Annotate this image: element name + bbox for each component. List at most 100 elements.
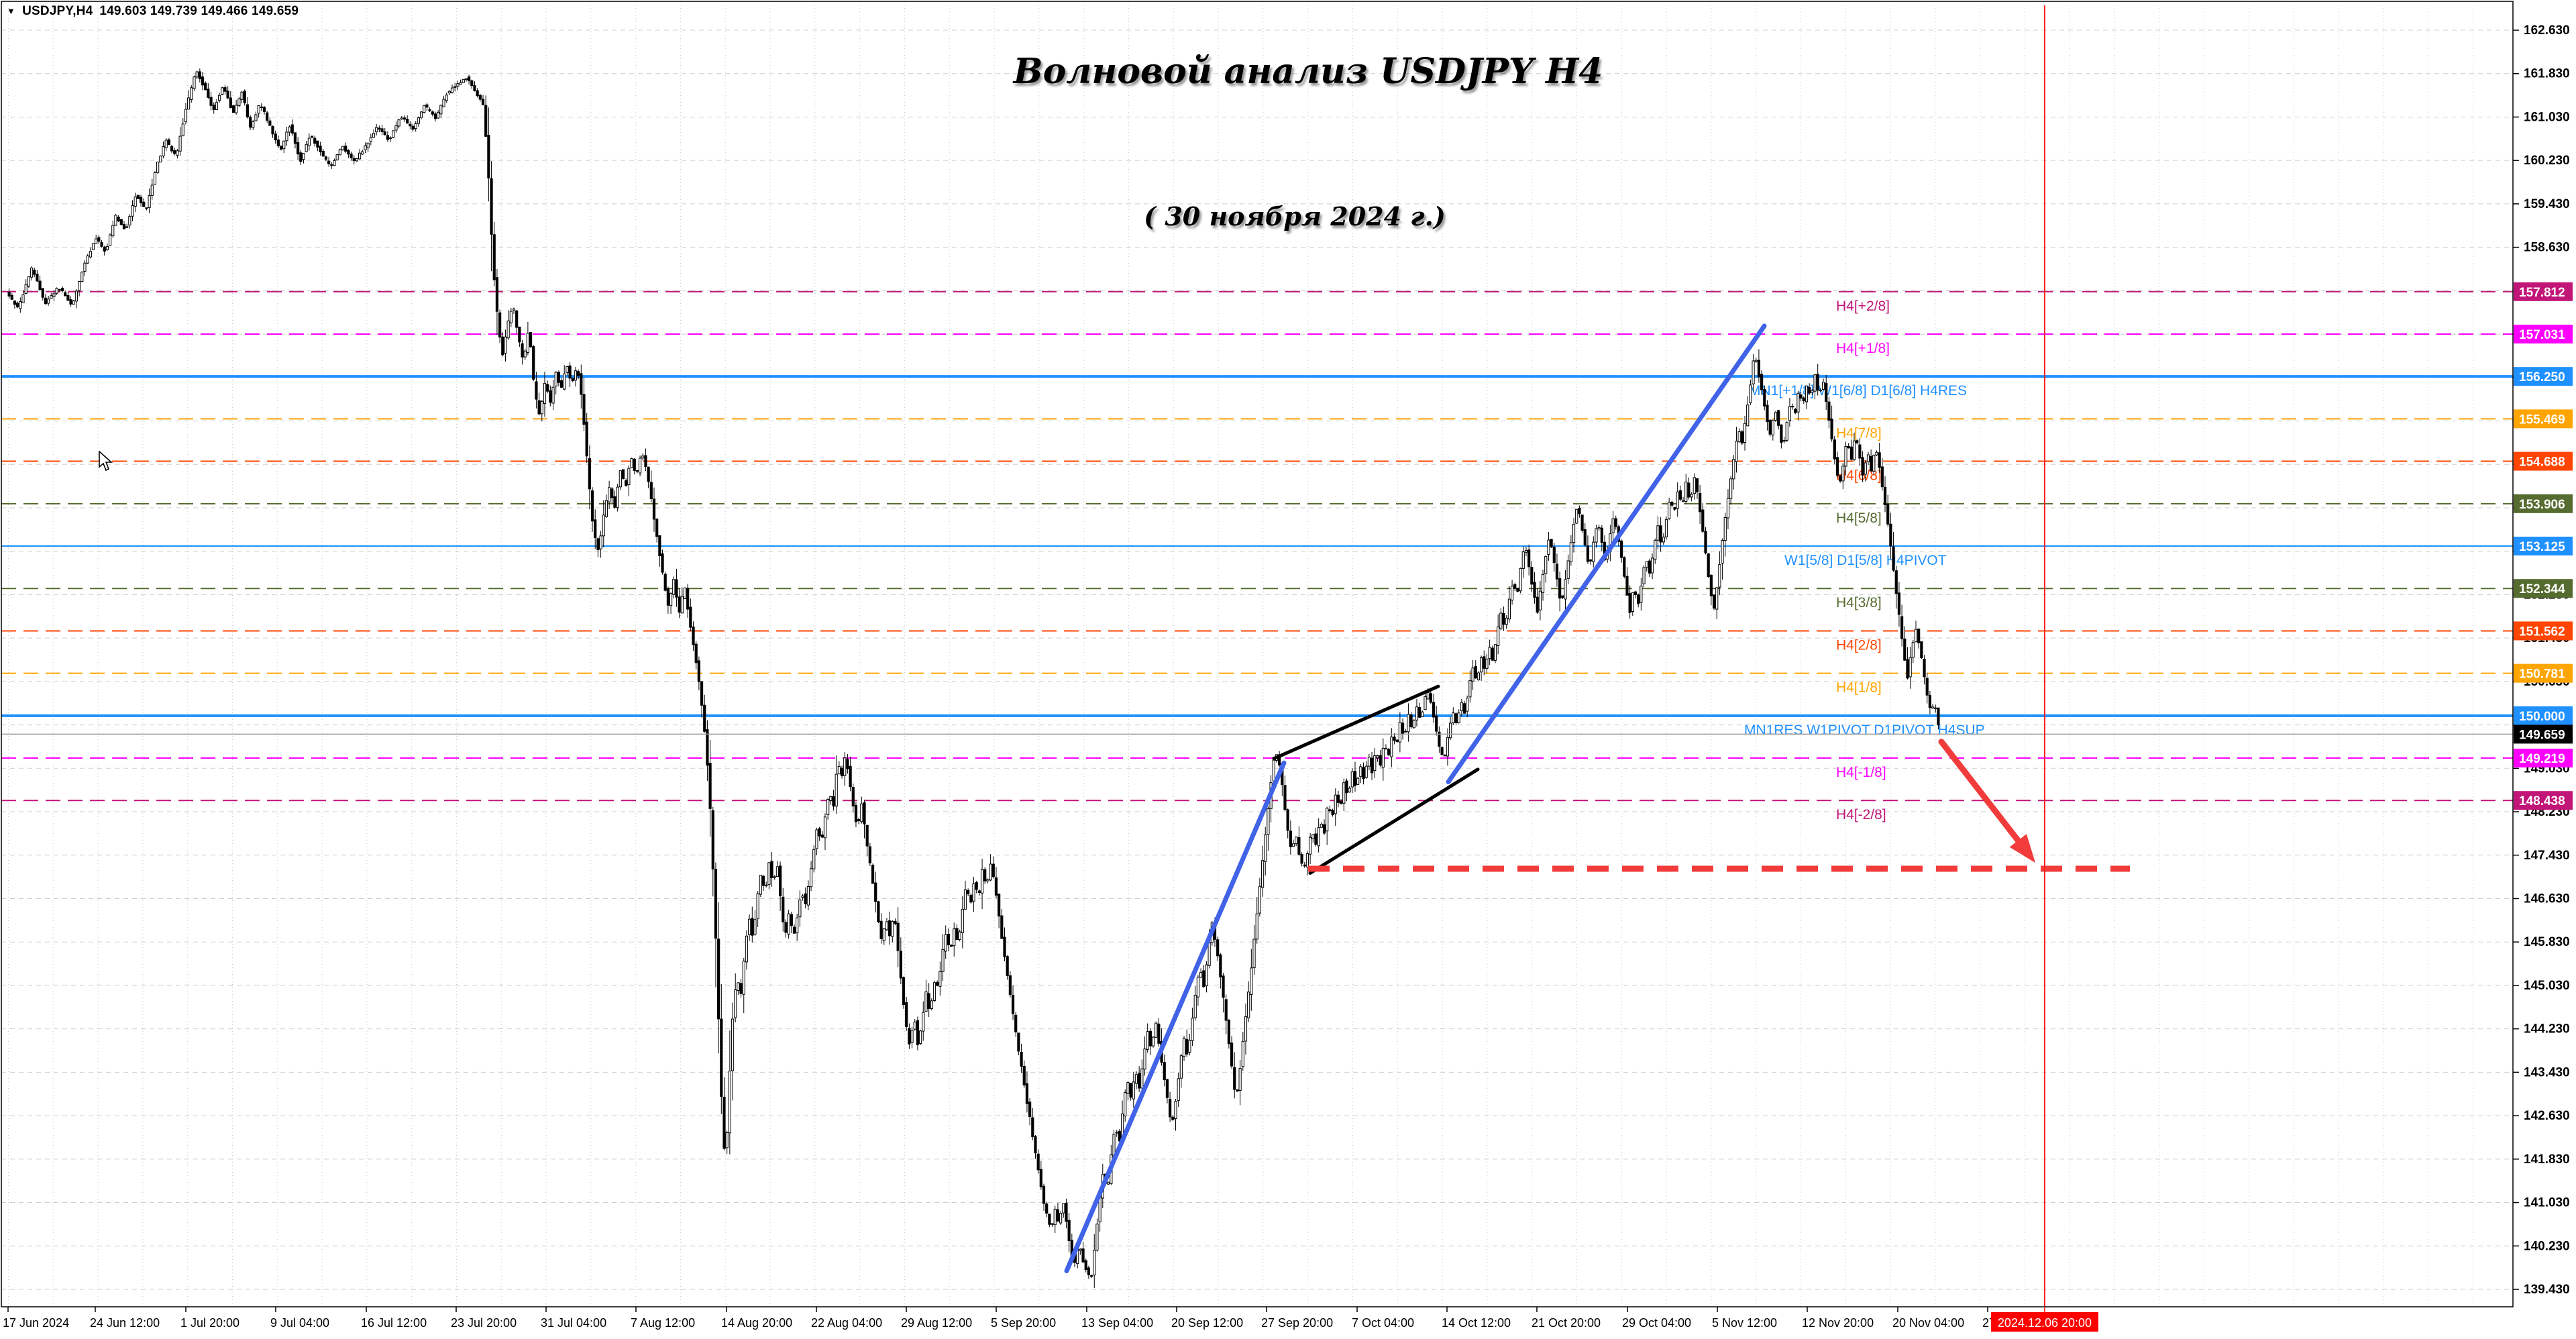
- candle-body: [991, 863, 995, 877]
- candle-body: [1345, 780, 1348, 794]
- candle-body: [509, 311, 513, 323]
- candle-body: [1550, 539, 1553, 547]
- price-level-badge-value: 152.344: [2519, 582, 2565, 596]
- candle-body: [397, 119, 400, 127]
- candle-body: [969, 894, 973, 903]
- candle-body: [1547, 539, 1550, 555]
- candle-body: [1640, 585, 1643, 603]
- candle-body: [1925, 678, 1929, 696]
- candle-body: [1471, 667, 1474, 682]
- candle-body: [1177, 1078, 1180, 1102]
- candle-body: [1230, 1042, 1234, 1067]
- candle-body: [1911, 642, 1915, 658]
- price-level-badge-value: 148.438: [2519, 794, 2565, 808]
- price-level-badge: [2514, 725, 2573, 744]
- price-tick-label: 160.230: [2524, 154, 2570, 168]
- candle-body: [1457, 712, 1460, 723]
- candle-body: [1505, 617, 1508, 625]
- candle-body: [590, 490, 594, 522]
- candle-body: [492, 234, 496, 280]
- candle-body: [1852, 440, 1856, 460]
- candle-body: [97, 237, 101, 242]
- candle-body: [1025, 1083, 1029, 1104]
- candle-body: [468, 76, 471, 82]
- candle-body: [1538, 590, 1542, 610]
- time-tick-label: 7 Oct 04:00: [1352, 1316, 1414, 1330]
- candle-body: [1305, 853, 1309, 867]
- time-axis: 17 Jun 2024 24 Jun 12:00 1 Jul 20:00 9 Jul …: [3, 1307, 2098, 1332]
- candle-body: [207, 89, 210, 98]
- candle-body: [1592, 541, 1595, 562]
- candle-body: [1858, 444, 1862, 459]
- candle-body: [1348, 788, 1351, 793]
- candle-body: [1053, 1208, 1057, 1226]
- candle-body: [190, 87, 193, 100]
- candle-body: [406, 119, 409, 124]
- candle-body: [21, 294, 25, 303]
- candle-body: [977, 890, 981, 893]
- candle-body: [703, 704, 706, 732]
- candle-body: [1497, 627, 1500, 647]
- candle-body: [243, 91, 246, 104]
- candle-body: [1387, 749, 1391, 755]
- price-tick-label: 144.230: [2524, 1022, 2570, 1036]
- candle-body: [902, 977, 906, 1005]
- candle-body: [663, 574, 667, 591]
- price-level-badge-value: 149.659: [2519, 728, 2565, 742]
- candle-body: [105, 246, 109, 250]
- candle-body: [680, 596, 684, 614]
- candle-body: [1202, 970, 1205, 987]
- candle-body: [266, 112, 269, 121]
- candle-body: [826, 799, 830, 815]
- candle-body: [439, 105, 443, 115]
- candle-body: [1247, 992, 1250, 1018]
- candle-body: [1768, 419, 1772, 435]
- candle-body: [574, 370, 578, 381]
- candle-body: [568, 365, 572, 379]
- candle-body: [753, 919, 757, 935]
- candle-body: [352, 158, 356, 162]
- candle-body: [1878, 452, 1881, 468]
- candle-body: [961, 908, 964, 934]
- candle-body: [1790, 405, 1794, 408]
- candle-body: [1384, 747, 1388, 750]
- candle-body: [610, 488, 614, 498]
- candle-body: [767, 862, 771, 886]
- candle-body: [159, 156, 162, 163]
- pivot-lines: H4[+2/8] H4[+1/8] MN1[+1/8] W1[6/8] D1[6/8…: [1, 290, 2513, 822]
- candle-body: [737, 982, 740, 992]
- time-tick-label: 22 Aug 04:00: [811, 1316, 882, 1330]
- quote-values: 149.603 149.739 149.466 149.659: [99, 4, 299, 18]
- candle-body: [10, 294, 13, 300]
- candle-body: [1364, 765, 1368, 778]
- candle-body: [164, 140, 168, 148]
- candle-body: [1799, 394, 1803, 399]
- candle-body: [1331, 810, 1334, 815]
- candle-body: [532, 346, 535, 380]
- candle-body: [908, 1028, 911, 1045]
- candle-body: [1233, 1067, 1236, 1090]
- candle-body: [1841, 466, 1845, 482]
- candle-body: [212, 105, 215, 110]
- price-level-badge: [2514, 494, 2573, 513]
- candle-body: [1148, 1030, 1152, 1047]
- candle-body: [1362, 767, 1365, 780]
- candle-body: [358, 152, 362, 160]
- symbol-dropdown-icon[interactable]: ▼: [7, 5, 16, 16]
- candle-body: [1681, 500, 1685, 502]
- candle-body: [1264, 835, 1267, 862]
- candle-body: [1611, 518, 1615, 533]
- candle-body: [874, 882, 877, 902]
- candle-body: [731, 1018, 735, 1071]
- candle-body: [916, 1020, 920, 1046]
- candle-body: [720, 1018, 723, 1097]
- candle-body: [1785, 422, 1788, 441]
- candle-body: [1510, 586, 1514, 601]
- candle-body: [302, 153, 305, 160]
- candle-body: [714, 869, 718, 939]
- candle-body: [117, 217, 120, 221]
- candle-body: [1521, 551, 1525, 569]
- candle-body: [1861, 457, 1864, 476]
- candle-body: [462, 78, 465, 83]
